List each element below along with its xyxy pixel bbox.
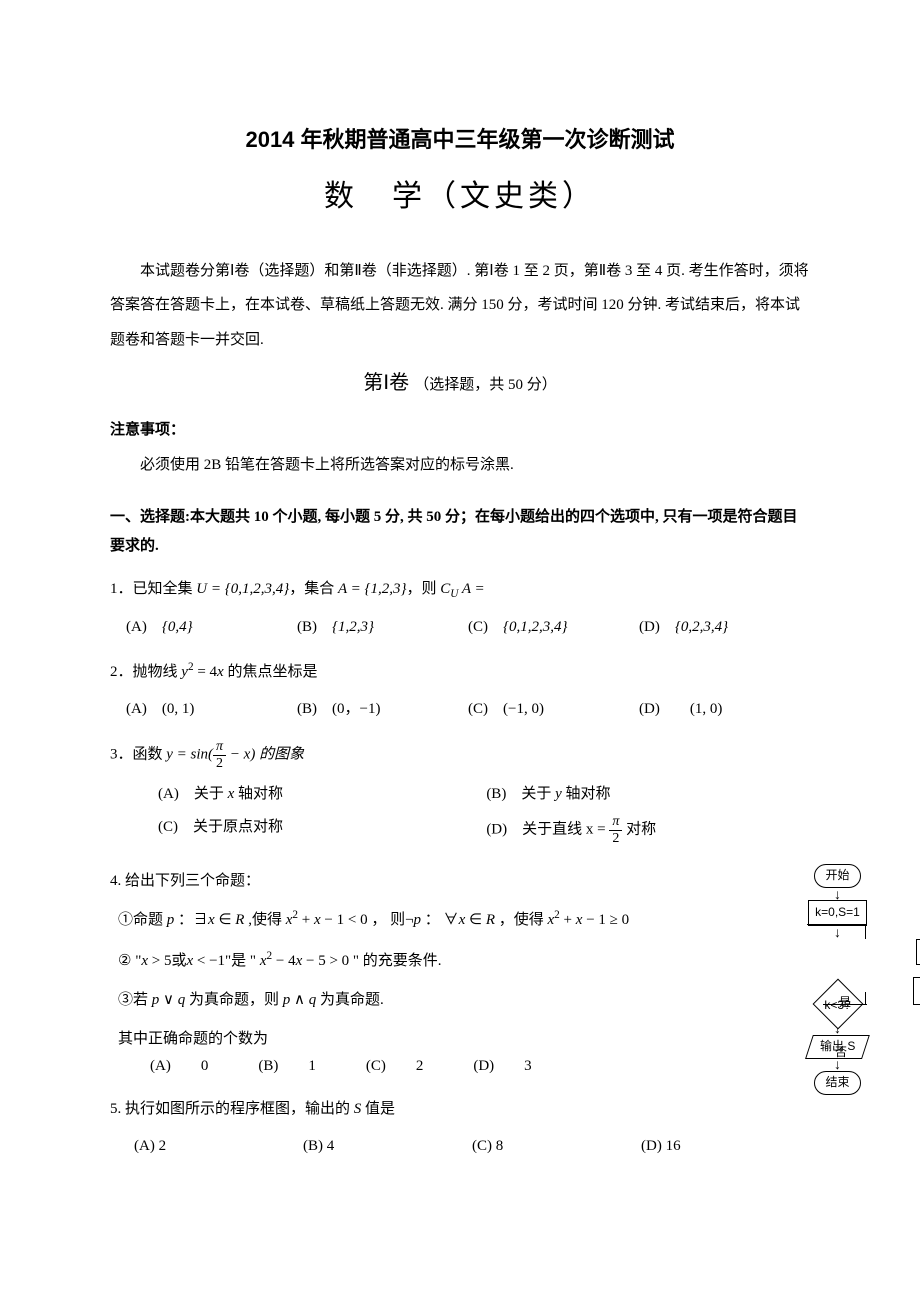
val: 8 [496, 1138, 504, 1154]
num: π [609, 814, 622, 830]
notice-text: 必须使用 2B 铅笔在答题卡上将所选答案对应的标号涂黑. [110, 452, 810, 479]
val: (0，−1) [332, 701, 380, 717]
text: A = [458, 581, 484, 597]
question-5: 5. 执行如图所示的程序框图，输出的 S 值是 (A) 2 (B) 4 (C) … [110, 1096, 810, 1160]
fc-multiply: S=S·2k [913, 977, 920, 1005]
text: − x) 的图象 [226, 747, 304, 763]
q1-stem: 1．已知全集 U = {0,1,2,3,4}，集合 A = {1,2,3}，则 … [110, 576, 810, 604]
question-2: 2．抛物线 y2 = 4x 的焦点坐标是 (A) (0, 1) (B) (0，−… [110, 657, 810, 723]
flowchart: 开始 ↓ k=0,S=1 ↓ k=k+1 ↓ S=S·2k k<3? [765, 864, 910, 1095]
q2-stem: 2．抛物线 y2 = 4x 的焦点坐标是 [110, 657, 810, 686]
val: 关于 y 轴对称 [521, 786, 610, 802]
den: 2 [213, 756, 226, 771]
option-b: (B) {1,2,3} [297, 614, 468, 641]
exam-subject: 数 学（文史类） [110, 170, 810, 224]
option-b: (B) 1 [258, 1053, 316, 1080]
fc-yes-label: 是 [839, 992, 851, 1014]
val: 关于原点对称 [193, 819, 283, 835]
option-c: (C) 8 [472, 1133, 641, 1160]
val: 2 [416, 1058, 424, 1074]
q4-s3: ③若 p ∨ q 为真命题，则 p ∧ q 为真命题. [110, 987, 810, 1014]
section-instructions: 一、选择题:本大题共 10 个小题, 每小题 5 分, 共 50 分；在每小题给… [110, 503, 810, 560]
val: 1 [308, 1058, 316, 1074]
val: {0,4} [162, 619, 193, 635]
val: (0, 1) [162, 701, 195, 717]
val: 0 [201, 1058, 209, 1074]
fc-increment: k=k+1 [916, 939, 920, 965]
fc-no-label: 否 [835, 1042, 847, 1064]
question-1: 1．已知全集 U = {0,1,2,3,4}，集合 A = {1,2,3}，则 … [110, 576, 810, 641]
text: 1．已知全集 [110, 581, 196, 597]
val: {0,2,3,4} [675, 619, 728, 635]
q4-q: 其中正确命题的个数为 [110, 1026, 810, 1053]
option-d: (D) {0,2,3,4} [639, 614, 810, 641]
val: 关于 x 轴对称 [194, 786, 283, 802]
val: 2 [159, 1138, 167, 1154]
option-d: (D) 16 [641, 1133, 810, 1160]
fraction: π2 [609, 814, 622, 846]
val: 关于直线 x = [522, 821, 609, 837]
q4-s2: ② "x > 5或x < −1"是 " x2 − 4x − 5 > 0 " 的充… [110, 946, 810, 975]
val: 3 [524, 1058, 532, 1074]
text: 对称 [622, 821, 656, 837]
section-main: 第Ⅰ卷 [363, 372, 409, 394]
option-b: (B) 4 [303, 1133, 472, 1160]
option-c: (C) 2 [366, 1053, 424, 1080]
option-a: (A) 0 [150, 1053, 208, 1080]
option-b: (B) 关于 y 轴对称 [454, 781, 782, 808]
option-d: (D) 3 [473, 1053, 531, 1080]
eq: y = sin( [166, 747, 213, 763]
option-a: (A) 2 [134, 1133, 303, 1160]
val: 4 [327, 1138, 335, 1154]
val: {1,2,3} [332, 619, 374, 635]
option-c: (C) {0,1,2,3,4} [468, 614, 639, 641]
option-d: (D) 关于直线 x = π2 对称 [454, 814, 782, 846]
exam-title: 2014 年秋期普通高中三年级第一次诊断测试 [110, 120, 810, 160]
fraction: π2 [213, 739, 226, 771]
fc-init: k=0,S=1 [808, 900, 867, 926]
complement: C [440, 581, 450, 597]
text: ，则 [407, 581, 441, 597]
option-b: (B) (0，−1) [297, 696, 468, 723]
arrow-down-icon: ↓ [834, 888, 841, 901]
intro-paragraph: 本试题卷分第Ⅰ卷（选择题）和第Ⅱ卷（非选择题）. 第Ⅰ卷 1 至 2 页，第Ⅱ卷… [110, 254, 810, 358]
option-a: (A) 关于 x 轴对称 [126, 781, 454, 808]
option-a: (A) {0,4} [126, 614, 297, 641]
val: (1, 0) [690, 701, 723, 717]
q4-stem: 4. 给出下列三个命题： [110, 868, 810, 895]
val: {0,1,2,3,4} [503, 619, 568, 635]
section-1-heading: 第Ⅰ卷 （选择题，共 50 分） [110, 365, 810, 401]
den: 2 [609, 831, 622, 846]
option-c: (C) 关于原点对称 [126, 814, 454, 846]
notice-label: 注意事项： [110, 417, 810, 444]
set-a: A = {1,2,3} [338, 581, 407, 597]
option-a: (A) (0, 1) [126, 696, 297, 723]
arrow-down-icon: ↓ [834, 926, 841, 939]
num: π [213, 739, 226, 755]
option-d: (D) (1, 0) [639, 696, 810, 723]
question-3: 3．函数 y = sin(π2 − x) 的图象 (A) 关于 x 轴对称 (B… [110, 739, 810, 852]
option-c: (C) (−1, 0) [468, 696, 639, 723]
val: (−1, 0) [503, 701, 544, 717]
cond-text: k<3? [809, 995, 867, 1017]
text: 3．函数 [110, 747, 166, 763]
q3-stem: 3．函数 y = sin(π2 − x) 的图象 [110, 739, 810, 771]
fc-start: 开始 [814, 864, 860, 888]
q4-s1: ①命题 p ：∃x ∈ R ,使得 x2 + x − 1 < 0 ， 则¬p ：… [110, 905, 810, 934]
section-note: （选择题，共 50 分） [414, 377, 557, 393]
val: 16 [666, 1138, 681, 1154]
q5-stem: 5. 执行如图所示的程序框图，输出的 S 值是 [110, 1096, 810, 1123]
text: 2．抛物线 y2 = 4x 的焦点坐标是 [110, 664, 317, 680]
question-4: 4. 给出下列三个命题： ①命题 p ：∃x ∈ R ,使得 x2 + x − … [110, 868, 810, 1080]
text: ，集合 [289, 581, 338, 597]
fc-end: 结束 [814, 1071, 860, 1095]
set-u: U = {0,1,2,3,4} [196, 581, 289, 597]
